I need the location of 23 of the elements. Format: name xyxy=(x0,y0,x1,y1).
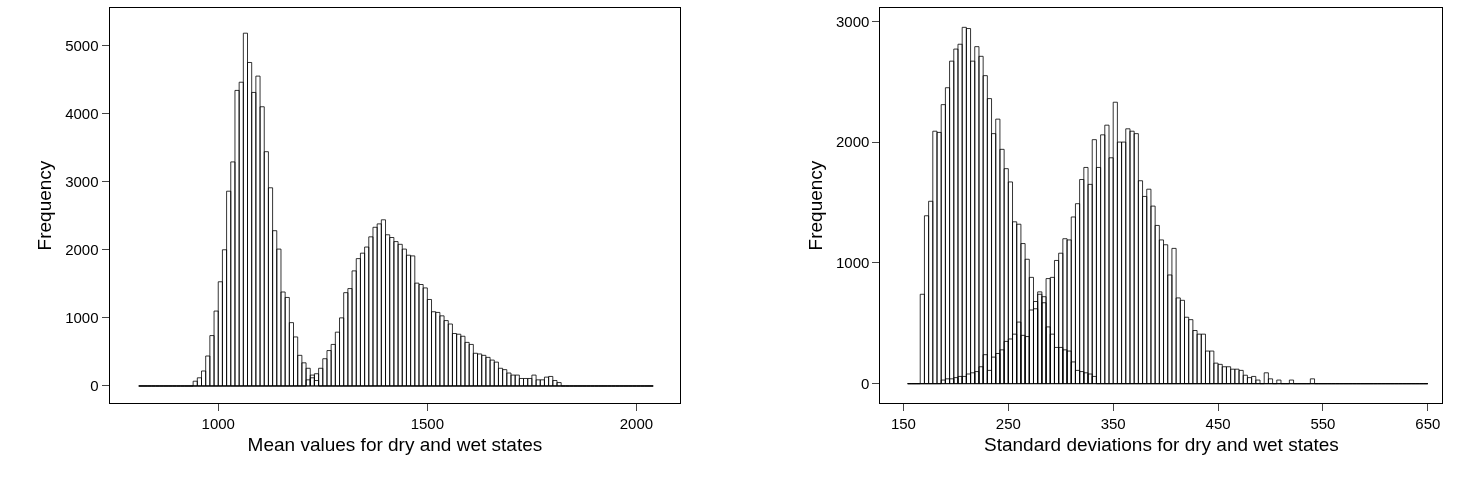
y-tick-label: 2000 xyxy=(836,133,870,151)
x-tick-label: 650 xyxy=(1415,415,1441,432)
y-tick-label: 3000 xyxy=(836,12,870,30)
y-tick-label: 5000 xyxy=(65,36,99,54)
x-axis-title: Standard deviations for dry and wet states xyxy=(983,433,1339,455)
x-tick-label: 350 xyxy=(1100,415,1126,432)
y-tick-label: 0 xyxy=(861,374,870,392)
y-tick-label: 2000 xyxy=(65,241,99,259)
y-tick-label: 1000 xyxy=(836,254,870,272)
y-tick-label: 4000 xyxy=(65,104,99,122)
x-tick-label: 1000 xyxy=(201,415,235,432)
x-tick-label: 2000 xyxy=(619,415,654,432)
y-axis-title: Frequency xyxy=(804,160,826,251)
x-tick-label: 1500 xyxy=(410,415,445,432)
y-tick-label: 3000 xyxy=(65,172,99,190)
y-tick-label: 1000 xyxy=(65,309,99,327)
x-tick-label: 550 xyxy=(1310,415,1336,432)
x-axis-title: Mean values for dry and wet states xyxy=(247,433,543,455)
x-tick-label: 250 xyxy=(995,415,1021,432)
y-tick-label: 0 xyxy=(90,377,99,395)
x-tick-label: 450 xyxy=(1205,415,1231,432)
y-axis-title: Frequency xyxy=(33,160,55,251)
x-tick-label: 150 xyxy=(890,415,916,432)
